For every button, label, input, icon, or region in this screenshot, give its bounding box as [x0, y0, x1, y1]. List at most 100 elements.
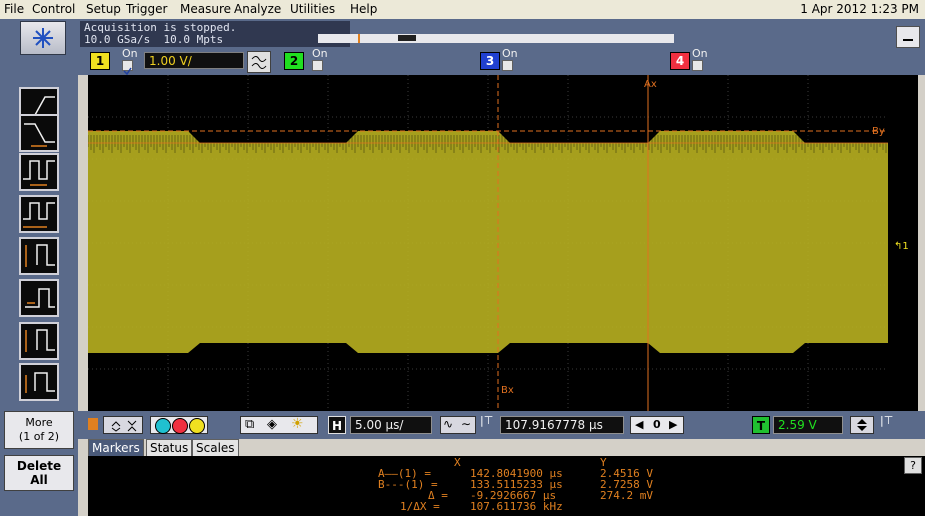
channel-2-button[interactable]: 2 — [284, 52, 304, 70]
cyan-color-icon — [155, 418, 171, 434]
delete-label: Delete — [16, 459, 62, 473]
menu-help[interactable]: Help — [350, 2, 378, 16]
view-window-indicator — [398, 35, 416, 41]
channel-4-button[interactable]: 4 — [670, 52, 690, 70]
setup-hold-icon — [25, 329, 55, 352]
menu-measure[interactable]: Measure — [180, 2, 231, 16]
trigger-level-field[interactable]: 2.59 V — [773, 416, 843, 434]
runt-trigger-button[interactable] — [19, 237, 59, 275]
menu-setup[interactable]: Setup — [86, 2, 121, 16]
yellow-color-icon — [189, 418, 205, 434]
ac-dc-coupling-icon — [251, 56, 267, 69]
left-arrow-icon: ◀ — [635, 418, 644, 431]
window-trigger-button[interactable] — [19, 363, 59, 401]
zoom-stepper[interactable] — [103, 416, 143, 434]
window-icon: ⧉ — [245, 417, 255, 432]
channel-2-checkbox[interactable] — [312, 60, 323, 71]
channel-1-checkbox[interactable] — [122, 60, 133, 76]
channel-3-checkbox[interactable] — [502, 60, 513, 71]
marker-by-label: By — [872, 126, 885, 137]
trigger-button[interactable]: T — [752, 416, 770, 434]
minimize-icon — [903, 39, 913, 41]
channel-3-button[interactable]: 3 — [480, 52, 500, 70]
menu-file[interactable]: File — [4, 2, 25, 16]
menu-trigger[interactable]: Trigger — [126, 2, 168, 16]
timebase-mode-buttons[interactable]: ∿ ∼ — [440, 416, 476, 434]
acquisition-rate: 10.0 GSa/s 10.0 Mpts — [84, 33, 224, 46]
check-icon — [123, 67, 132, 76]
right-arrow-icon: ▶ — [669, 418, 678, 431]
glitch-trigger-button[interactable] — [19, 195, 59, 233]
channel-3-on-label: On — [502, 47, 518, 60]
more-button[interactable]: More (1 of 2) — [4, 411, 74, 449]
color-selector[interactable] — [150, 416, 208, 434]
wave-icon: ∼ — [461, 417, 472, 431]
display-tools[interactable]: ⧉ ◈ ☀ — [240, 416, 318, 434]
waveform-display[interactable]: Ax Bx By ↰1 — [87, 75, 918, 411]
horizontal-button[interactable]: H — [328, 416, 346, 434]
marker-a-label: A——(1) = — [378, 467, 431, 480]
trigger-slope-icon: |⊤ — [880, 414, 894, 427]
marker-ax-label: Ax — [644, 79, 657, 90]
transition-trigger-button[interactable] — [19, 279, 59, 317]
position-nav-buttons[interactable]: ◀ 0 ▶ — [630, 416, 684, 434]
runt-icon — [25, 244, 55, 267]
timebase-scale-field[interactable]: 5.00 µs/ — [350, 416, 432, 434]
tab-markers[interactable]: Markers — [88, 439, 144, 458]
edge-trigger-falling-button[interactable] — [19, 114, 59, 152]
channel-2-on-label: On — [312, 47, 328, 60]
delta-label: Δ = — [428, 489, 448, 502]
channel-1-on-label: On — [122, 47, 138, 60]
date-time: 1 Apr 2012 1:23 PM — [800, 2, 919, 16]
trigger-marker-icon — [88, 418, 98, 430]
menu-analyze[interactable]: Analyze — [234, 2, 282, 16]
x-column-header: X — [454, 456, 461, 469]
delta-x: -9.2926667 µs — [470, 489, 557, 502]
minimize-button[interactable] — [896, 26, 920, 48]
more-page-label: (1 of 2) — [18, 430, 60, 443]
marker-b-label: B---(1) = — [378, 478, 438, 491]
falling-edge-icon — [24, 123, 55, 147]
delta-y: 274.2 mV — [600, 489, 653, 502]
acquisition-status-panel: Acquisition is stopped. 10.0 GSa/s 10.0 … — [80, 21, 350, 47]
tab-status[interactable]: Status — [146, 439, 193, 458]
signal-envelope — [88, 131, 888, 353]
setup-hold-trigger-button[interactable] — [19, 322, 59, 360]
trigger-level-stepper[interactable] — [850, 416, 874, 434]
agilent-logo-button[interactable] — [20, 21, 66, 55]
marker-bx-label: Bx — [501, 385, 514, 396]
glitch-icon — [23, 202, 55, 228]
horizontal-position-field[interactable]: 107.9167778 µs — [500, 416, 624, 434]
channel-1-scale-field[interactable]: 1.00 V/ — [144, 52, 244, 69]
waveform-canvas: Ax Bx By ↰1 — [87, 75, 909, 411]
sinx-icon: ∿ — [443, 417, 454, 431]
eraser-icon: ◈ — [267, 417, 277, 432]
markers-readout: X Y A——(1) = 142.8041900 µs 2.4516 V B--… — [88, 456, 925, 516]
channel-1-ground-label: ↰1 — [894, 241, 909, 252]
marker-b-x: 133.5115233 µs — [470, 478, 563, 491]
window-trigger-icon — [25, 372, 55, 393]
y-column-header: Y — [600, 456, 607, 469]
measurement-tabs: Markers Status Scales — [88, 439, 925, 458]
menu-utilities[interactable]: Utilities — [290, 2, 336, 16]
channel-4-on-label: On — [692, 47, 708, 60]
delete-all-button[interactable]: Delete All — [4, 455, 74, 491]
brightness-icon: ☀ — [291, 416, 304, 432]
acquisition-status: Acquisition is stopped. — [84, 21, 237, 34]
transition-icon — [25, 288, 55, 308]
record-position-bar[interactable] — [318, 34, 674, 43]
tab-scales[interactable]: Scales — [192, 439, 239, 458]
delete-all-label: All — [30, 473, 48, 487]
zero-icon: 0 — [653, 418, 661, 431]
help-button[interactable]: ? — [904, 457, 922, 474]
pulse-width-trigger-button[interactable] — [19, 153, 59, 191]
menu-bar: File Control Setup Trigger Measure Analy… — [0, 0, 925, 20]
channel-4-checkbox[interactable] — [692, 60, 703, 71]
more-label: More — [25, 416, 53, 429]
inverse-delta-x: 107.611736 kHz — [470, 500, 563, 513]
up-down-icon — [857, 419, 867, 431]
channel-1-button[interactable]: 1 — [90, 52, 110, 70]
channel-1-coupling-button[interactable] — [247, 51, 271, 73]
marker-b-y: 2.7258 V — [600, 478, 653, 491]
menu-control[interactable]: Control — [32, 2, 76, 16]
